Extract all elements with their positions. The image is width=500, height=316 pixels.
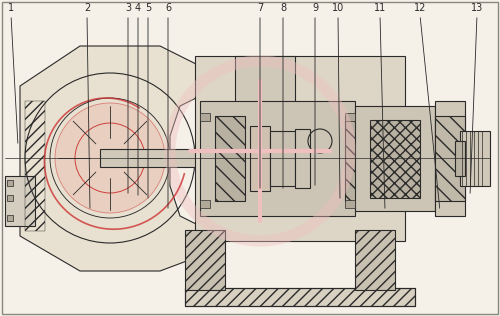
Bar bbox=[435, 101, 465, 216]
Bar bbox=[455, 141, 465, 176]
Text: 10: 10 bbox=[332, 3, 344, 13]
Bar bbox=[185, 288, 415, 306]
Bar bbox=[435, 116, 465, 201]
Bar bbox=[7, 215, 13, 221]
Bar bbox=[200, 101, 355, 216]
Text: 2: 2 bbox=[84, 3, 90, 13]
Bar bbox=[270, 131, 295, 186]
Circle shape bbox=[55, 103, 165, 213]
Bar bbox=[185, 288, 415, 306]
Bar bbox=[345, 116, 375, 201]
Text: 12: 12 bbox=[414, 3, 426, 13]
Bar bbox=[200, 113, 210, 121]
Bar bbox=[215, 116, 245, 201]
Polygon shape bbox=[20, 46, 200, 271]
Bar bbox=[345, 113, 355, 121]
Text: 13: 13 bbox=[471, 3, 483, 13]
Bar bbox=[195, 56, 405, 241]
Text: 7: 7 bbox=[257, 3, 263, 13]
Bar bbox=[185, 230, 225, 290]
Bar bbox=[200, 200, 210, 208]
Bar bbox=[460, 131, 490, 186]
Bar bbox=[250, 126, 270, 191]
Bar bbox=[345, 200, 355, 208]
Bar bbox=[25, 101, 45, 231]
Bar bbox=[5, 176, 35, 226]
Text: 11: 11 bbox=[374, 3, 386, 13]
Bar bbox=[7, 195, 13, 201]
Text: 5: 5 bbox=[145, 3, 151, 13]
Text: 8: 8 bbox=[280, 3, 286, 13]
Text: 9: 9 bbox=[312, 3, 318, 13]
Bar bbox=[100, 149, 470, 167]
Bar bbox=[295, 129, 310, 188]
Bar bbox=[7, 180, 13, 186]
Text: 1: 1 bbox=[8, 3, 14, 13]
Text: 4: 4 bbox=[135, 3, 141, 13]
Text: 6: 6 bbox=[165, 3, 171, 13]
Bar bbox=[355, 230, 395, 290]
Text: 3: 3 bbox=[125, 3, 131, 13]
Bar bbox=[355, 106, 435, 211]
Bar bbox=[370, 120, 420, 198]
Bar bbox=[235, 56, 295, 116]
